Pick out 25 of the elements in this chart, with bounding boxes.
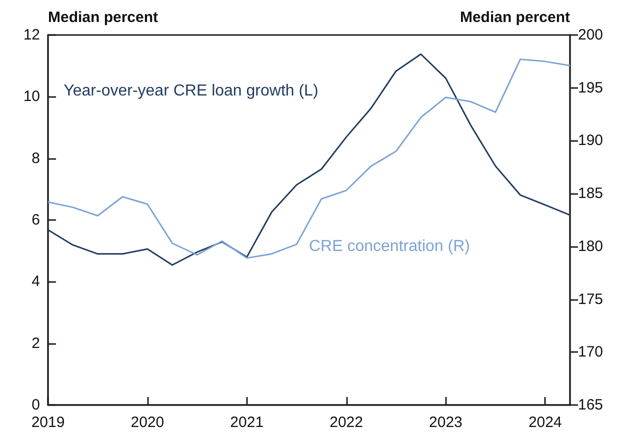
x-tick-label: 2021 [230,414,264,431]
x-tick-label: 2024 [528,414,562,431]
y2-tick-label: 195 [578,79,604,96]
y-tick-label: 2 [32,334,40,352]
x-tick-label: 2019 [31,414,65,431]
x-tick-label: 2022 [330,414,363,431]
text: Year-over-year CRE loan growth (L) [64,82,318,100]
y-tick-label: 4 [32,273,40,290]
y2-tick-label: 180 [578,238,604,255]
y-tick-label: 10 [23,88,40,106]
x-tick-label: 2020 [130,414,164,431]
y-tick-label: 8 [32,150,40,167]
y2-tick-label: 170 [578,344,604,361]
y2-tick-label: 185 [578,185,604,202]
y2-axis-title: Median percent [460,9,570,26]
series-label: CRE concentration (R) [309,238,470,255]
x-tick-label: 2023 [429,414,462,431]
y-tick-label: 12 [23,26,40,44]
y2-tick-label: 200 [578,26,604,44]
y-tick-label: 0 [32,396,40,414]
y2-tick-label: 165 [578,396,604,414]
y2-tick-label: 190 [578,132,604,150]
y-tick-label: 6 [32,212,40,228]
y2-tick-label: 175 [578,290,604,308]
y-axis-title: Median percent [48,9,158,26]
